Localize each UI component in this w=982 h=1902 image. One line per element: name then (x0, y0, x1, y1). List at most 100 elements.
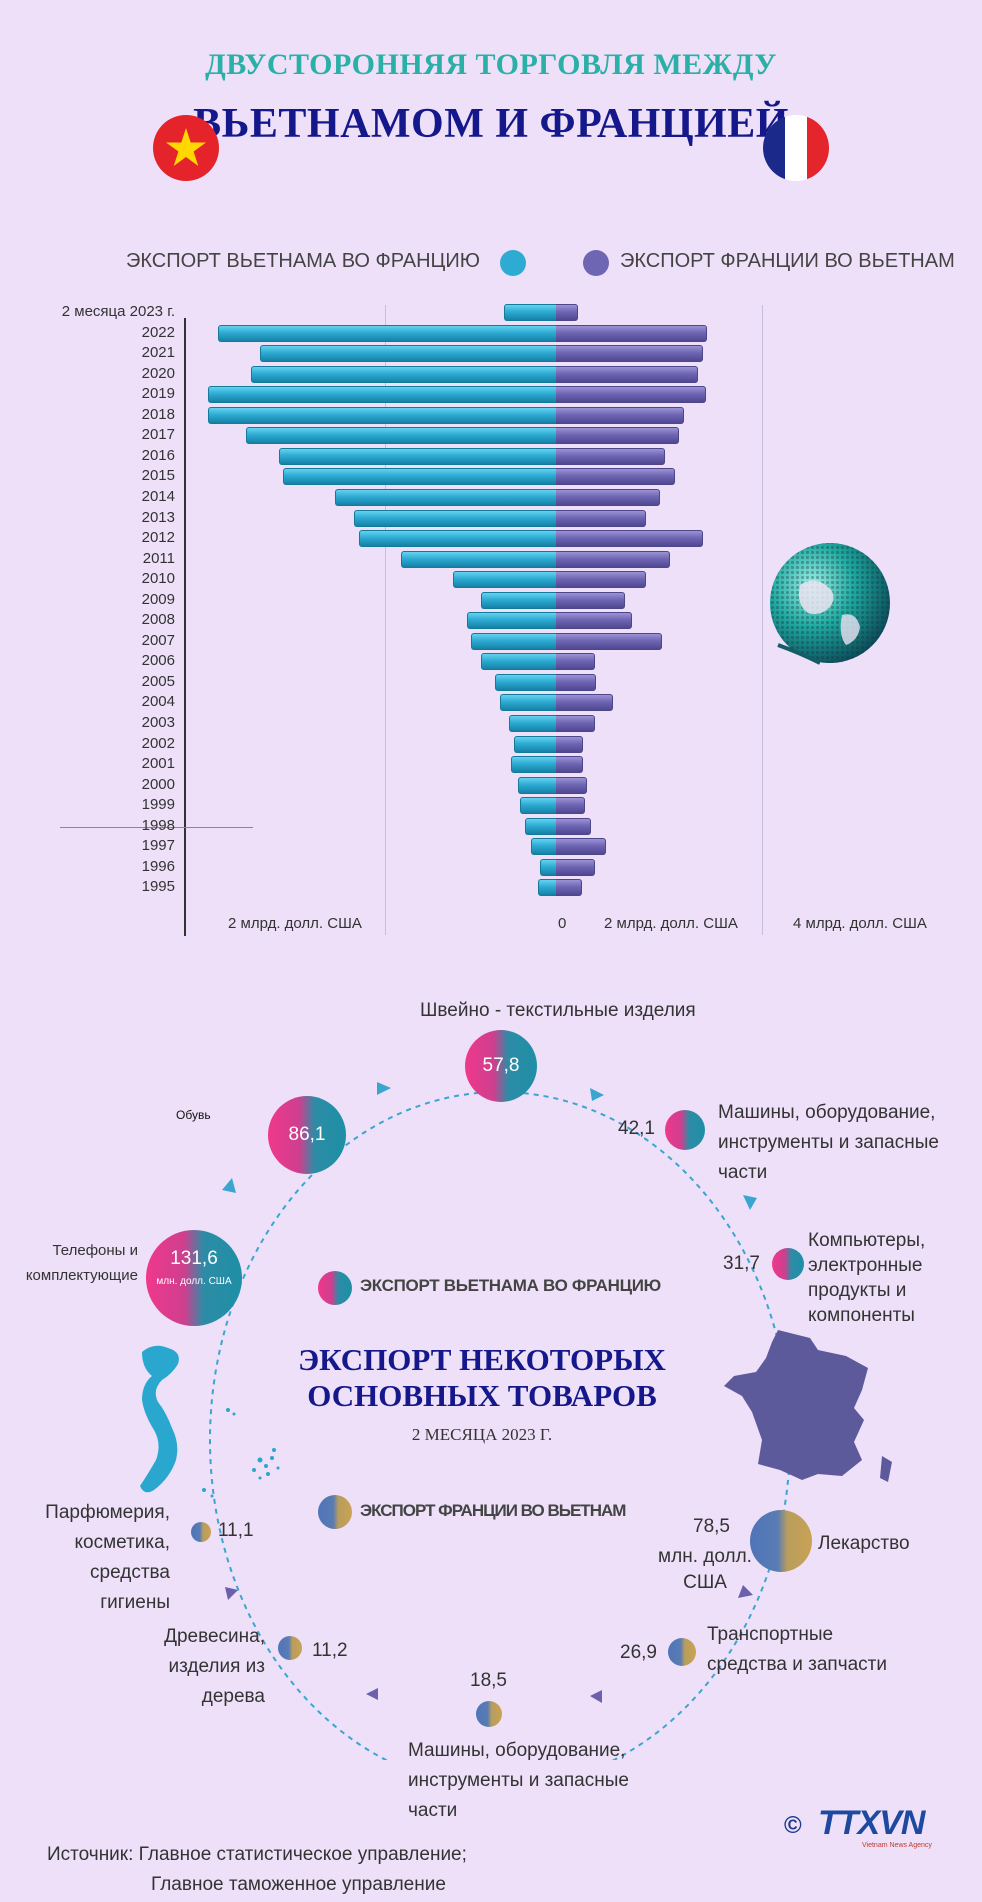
year-label: 2021 (141, 344, 175, 362)
bar-fr-export (556, 447, 666, 465)
product-value-machinery-vn: 42,1 (618, 1118, 655, 1139)
product-circle-wood (278, 1636, 302, 1660)
bar-fr-export (556, 324, 708, 342)
bar-fr-export (556, 653, 595, 671)
year-label: 1997 (141, 837, 175, 855)
bar-vn-export (480, 653, 557, 671)
bar-fr-export (556, 694, 614, 712)
year-label: 2014 (141, 487, 175, 505)
bar-vn-export (480, 591, 557, 609)
bar-vn-export (510, 756, 557, 774)
bar-fr-export (556, 756, 584, 774)
bar-vn-export (358, 530, 557, 548)
product-label-machinery-vn: Машины, оборудование, инструменты и запа… (718, 1102, 939, 1183)
axis-label-pos4: 4 млрд. долл. США (793, 915, 927, 932)
year-label: 2016 (141, 446, 175, 464)
product-label-textiles: Швейно - текстильные изделия (420, 1000, 696, 1021)
bar-fr-export (556, 715, 595, 732)
year-label: 2018 (141, 405, 175, 423)
products-title-line2: ОСНОВНЫХ ТОВАРОВ (307, 1378, 657, 1413)
product-circle-machinery-fr (476, 1701, 502, 1727)
bar-vn-export (283, 468, 557, 486)
bar-fr-export (556, 427, 680, 445)
bar-fr-export (556, 817, 591, 835)
bar-vn-export (353, 509, 557, 527)
bar-vn-export (335, 488, 557, 506)
bar-vn-export (513, 735, 557, 753)
bar-fr-export (556, 776, 588, 794)
bar-vn-export (504, 304, 557, 321)
bar-vn-export (208, 386, 557, 404)
bar-vn-export (509, 715, 557, 732)
bar-vn-export (524, 817, 557, 835)
bar-vn-export (530, 838, 557, 856)
year-label: 2006 (141, 652, 175, 670)
products-title-line1: ЭКСПОРТ НЕКОТОРЫХ (298, 1342, 666, 1377)
year-label: 2002 (141, 734, 175, 752)
year-label: 2007 (141, 631, 175, 649)
bar-fr-export (556, 858, 595, 876)
bar-vn-export (245, 427, 557, 445)
bar-fr-export (556, 304, 578, 321)
bar-fr-export (556, 468, 675, 486)
year-label: 1998 (141, 816, 175, 834)
bar-vn-export (520, 797, 557, 815)
axis-label-pos2: 2 млрд. долл. США (604, 915, 738, 932)
product-label-phones: Телефоны и комплектующие (25, 1242, 138, 1284)
year-label: 2005 (141, 672, 175, 690)
legend-circle-fr (318, 1495, 352, 1529)
product-label-perfume: Парфюмерия, косметика, средства гигиены (45, 1502, 170, 1613)
year-label: 2019 (141, 385, 175, 403)
grid-line-pos2 (762, 305, 763, 935)
product-label-wood: Древесина, изделия из дерева (164, 1626, 265, 1707)
bar-fr-export (556, 365, 698, 383)
year-label: 2012 (141, 529, 175, 547)
year-label: 2008 (141, 611, 175, 629)
year-label: 2000 (141, 775, 175, 793)
product-label-transport: Транспортные средства и запчасти (707, 1624, 887, 1675)
bar-vn-export (217, 324, 557, 342)
legend-label-vn: ЭКСПОРТ ВЬЕТНАМА ВО ФРАНЦИЮ (126, 250, 480, 272)
year-label: 1996 (141, 857, 175, 875)
left-axis-line (184, 318, 186, 936)
product-value-phones: 131,6 (170, 1248, 218, 1269)
bar-fr-export (556, 632, 663, 650)
bar-vn-export (540, 858, 557, 876)
product-label-computers: Компьютеры, электронные продукты и компо… (808, 1230, 926, 1326)
bar-vn-export (278, 447, 557, 465)
product-unit-medicine: млн. долл. США (658, 1546, 752, 1593)
product-label-medicine: Лекарство (818, 1533, 910, 1554)
source-line2: Главное таможенное управление (151, 1874, 446, 1895)
bar-vn-export (471, 632, 557, 650)
year-label: 2003 (141, 714, 175, 731)
product-value-computers: 31,7 (723, 1253, 760, 1274)
bar-vn-export (208, 406, 557, 424)
year-label: 2011 (142, 549, 175, 567)
bar-fr-export (556, 879, 583, 897)
page-title-line2: ВЬЕТНАМОМ И ФРАНЦИЕЙ (193, 101, 789, 147)
bar-fr-export (556, 612, 633, 630)
year-label: 2022 (141, 323, 175, 341)
bar-fr-export (556, 550, 670, 568)
legend-swatch-fr (583, 250, 609, 276)
product-value-textiles: 57,8 (482, 1055, 520, 1076)
product-value-machinery-fr: 18,5 (470, 1670, 507, 1691)
bar-fr-export (556, 406, 684, 424)
legend-text-vn: ЭКСПОРТ ВЬЕТНАМА ВО ФРАНЦИЮ (360, 1276, 661, 1295)
bar-fr-export (556, 509, 647, 527)
year-label: 2001 (141, 755, 175, 773)
year-label: 2015 (141, 467, 175, 485)
year-label: 2017 (141, 426, 175, 444)
bar-fr-export (556, 838, 606, 856)
bar-vn-export (259, 345, 557, 363)
bar-fr-export (556, 386, 706, 404)
ttxvn-logo-subtitle: Vietnam News Agency (862, 1842, 932, 1849)
bar-vn-export (518, 776, 557, 794)
legend-swatch-vn (500, 250, 526, 276)
grid-line-neg2 (385, 305, 386, 935)
product-circle-footwear (268, 1096, 346, 1174)
year-label: 1999 (141, 796, 175, 814)
year-label: 2 месяца 2023 г. (61, 303, 175, 320)
bar-fr-export (556, 530, 703, 548)
product-value-wood: 11,2 (312, 1640, 348, 1661)
